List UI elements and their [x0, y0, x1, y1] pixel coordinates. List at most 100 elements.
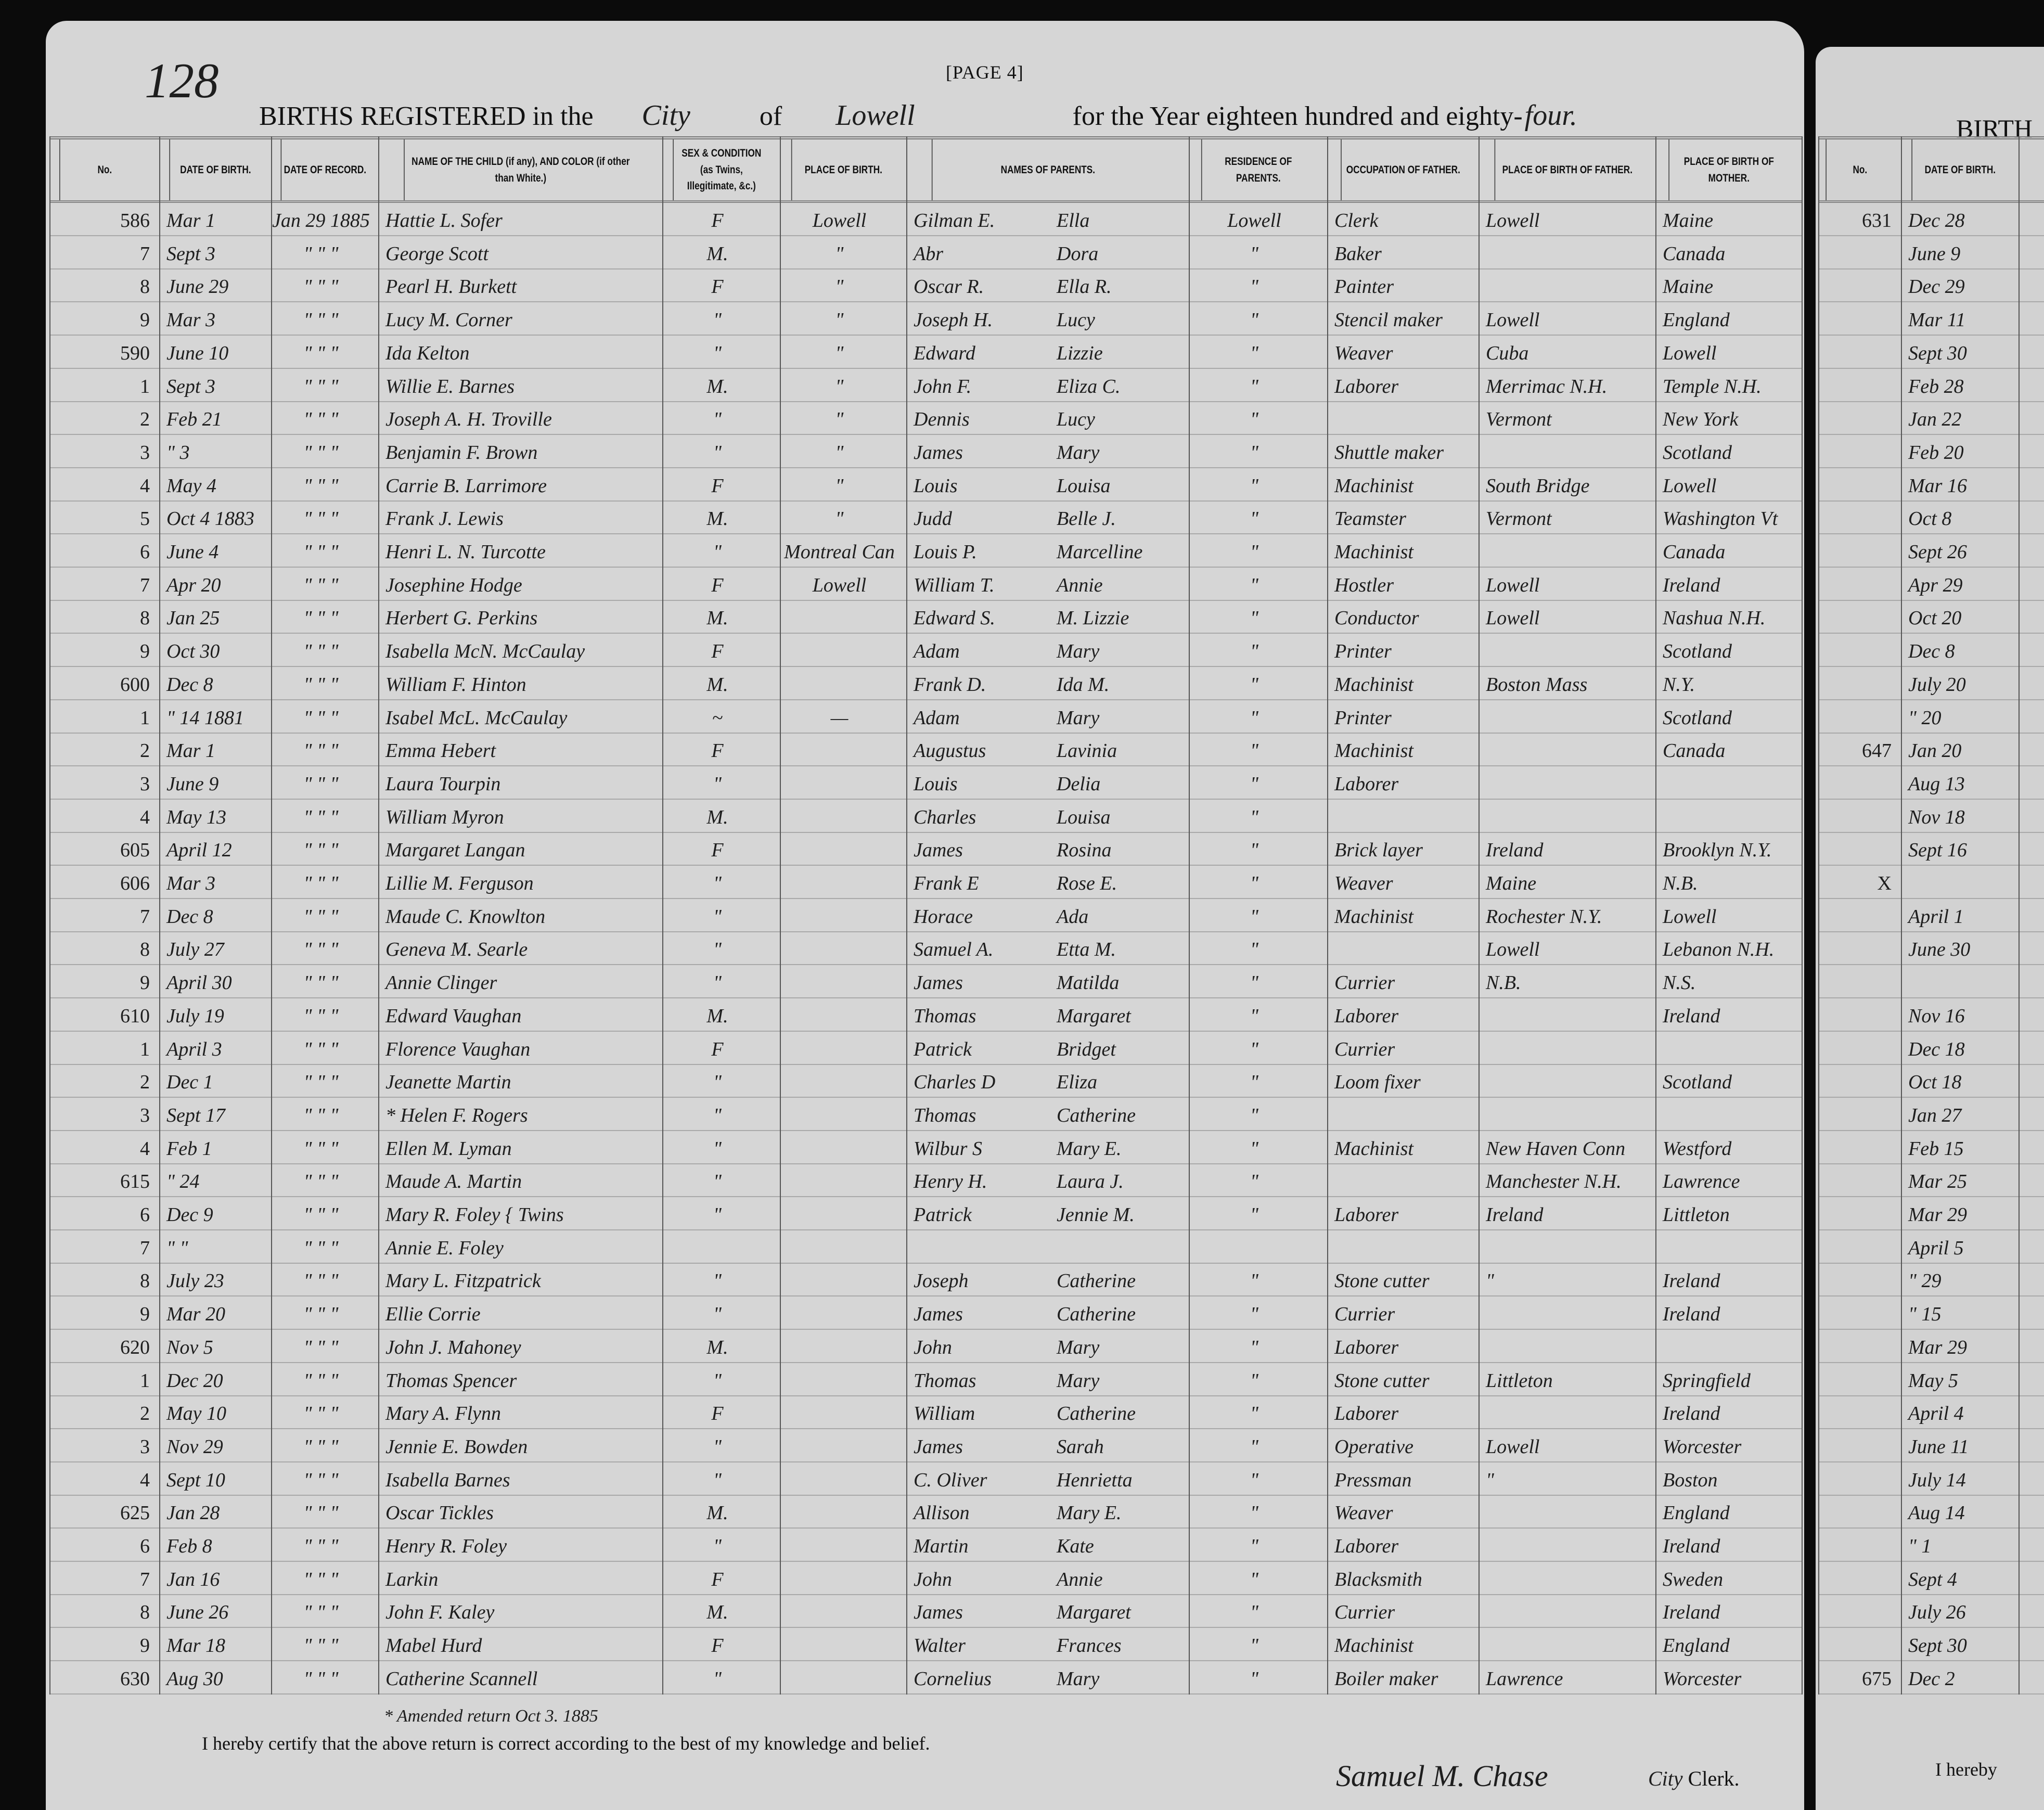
father-name: Thomas [914, 1104, 976, 1126]
table-row: Dec 18 [1818, 1032, 2044, 1065]
date-of-birth: " 3 [166, 441, 190, 464]
father-name: Dennis [914, 408, 970, 431]
entry-number [1818, 1131, 1901, 1163]
entry-number: 631 [1862, 210, 1892, 232]
table-row: 625 Jan 28 " " " Oscar Tickles M. Allison Mary… [49, 1495, 1802, 1529]
child-name: Herbert G. Perkins [385, 607, 538, 630]
municipality-name: Lowell [835, 99, 915, 132]
entry-number [1818, 634, 1901, 666]
table-row: 8 June 26 " " " John F. Kaley M. James Margare… [49, 1595, 1802, 1628]
table-row: 2 Feb 21 " " " Joseph A. H. Troville " " Denni… [49, 402, 1802, 435]
date-of-birth: Feb 1 [166, 1137, 212, 1160]
mother-name: Rose E. [1057, 872, 1117, 894]
sex-condition: " [713, 1137, 722, 1160]
date-of-record: " " " [303, 1005, 339, 1027]
entry-number [1818, 1330, 1901, 1362]
mother-birthplace: Boston [1663, 1469, 1718, 1491]
father-occupation: Currier [1334, 972, 1395, 994]
date-of-birth: Dec 9 [166, 1204, 213, 1226]
table-row: 7 Dec 8 " " " Maude C. Knowlton " Horace Ada " M… [49, 899, 1802, 932]
entry-number: 7 [140, 905, 150, 928]
father-occupation: Operative [1334, 1435, 1413, 1458]
entry-number: 3 [140, 1435, 150, 1458]
child-name: Jennie E. Bowden [385, 1435, 528, 1458]
date-of-birth: April 12 [166, 839, 232, 862]
child-name: Ellie Corrie [385, 1303, 481, 1326]
table-row: May 5 [1818, 1363, 2044, 1396]
residence: " [1250, 1204, 1258, 1226]
entry-number: 4 [140, 1469, 150, 1491]
title-of: of [759, 101, 782, 131]
date-of-birth: Jan 25 [166, 607, 220, 630]
column-header: RESIDENCE OF PARENTS. [1201, 139, 1315, 200]
mother-name: Eliza C. [1057, 375, 1121, 397]
entry-number: 2 [140, 408, 150, 431]
residence: " [1250, 1469, 1258, 1491]
entry-number [1818, 1595, 1901, 1627]
child-name: Joseph A. H. Troville [385, 408, 552, 431]
father-birthplace: Lowell [1486, 309, 1540, 331]
place-of-birth [780, 1495, 899, 1527]
child-name: Willie E. Barnes [385, 375, 515, 397]
father-occupation: Printer [1334, 640, 1392, 663]
entry-number [1818, 1098, 1901, 1130]
father-birthplace [1486, 800, 1655, 832]
entry-number: 8 [140, 607, 150, 630]
place-of-birth [780, 1529, 899, 1561]
entry-number: 8 [140, 276, 150, 298]
residence: " [1250, 773, 1258, 795]
column-rule [1327, 136, 1328, 1695]
child-name: Lillie M. Ferguson [385, 872, 534, 894]
place-of-birth [780, 932, 899, 964]
father-birthplace [1486, 1230, 1655, 1263]
date-of-birth: Mar 16 [1908, 474, 1967, 497]
mother-name: Mary [1057, 707, 1100, 729]
entry-number: 586 [120, 210, 150, 232]
date-of-record: Jan 29 1885 [272, 210, 370, 232]
date-of-record: " " " [303, 276, 339, 298]
residence: " [1250, 905, 1258, 928]
date-of-birth: Feb 8 [166, 1535, 212, 1557]
child-name: Benjamin F. Brown [385, 441, 538, 464]
mother-name: Ella R. [1057, 276, 1112, 298]
place-of-birth: " [835, 474, 844, 497]
residence: " [1250, 1104, 1258, 1126]
father-occupation: Machinist [1334, 1137, 1413, 1160]
entry-number [1818, 369, 1901, 401]
child-name: Mary L. Fitzpatrick [385, 1270, 541, 1292]
father-birthplace [1486, 1529, 1655, 1561]
place-of-birth [780, 1429, 899, 1461]
date-of-birth: June 4 [166, 541, 219, 563]
date-of-record: " " " [303, 1038, 339, 1060]
entry-number: 605 [120, 839, 150, 862]
date-of-record: " " " [303, 640, 339, 663]
father-name: Frank D. [914, 673, 986, 696]
mother-birthplace: Lebanon N.H. [1663, 939, 1775, 961]
mother-name: Lavinia [1057, 740, 1117, 762]
child-name: Emma Hebert [385, 740, 496, 762]
date-of-record: " " " [303, 242, 339, 265]
father-birthplace: South Bridge [1486, 474, 1590, 497]
residence: " [1250, 1502, 1258, 1524]
table-row: 4 May 13 " " " William Myron M. Charles Louisa… [49, 800, 1802, 833]
entry-number: 8 [140, 939, 150, 961]
child-name: Margaret Langan [385, 839, 525, 862]
mother-name: Ada [1057, 905, 1089, 928]
table-row: June 11 [1818, 1429, 2044, 1462]
table-row: 1 Dec 20 " " " Thomas Spencer " Thomas Mary " St… [49, 1363, 1802, 1396]
table-row: Oct 18 [1818, 1064, 2044, 1098]
residence: " [1250, 242, 1258, 265]
child-name: Maude C. Knowlton [385, 905, 546, 928]
father-name: Gilman E. [914, 210, 995, 232]
entry-number: 6 [140, 1204, 150, 1226]
entry-number [1818, 700, 1901, 733]
child-name: Hattie L. Sofer [385, 210, 503, 232]
place-of-birth [780, 600, 899, 633]
mother-name: Mary [1057, 441, 1100, 464]
father-name: James [914, 1303, 963, 1326]
entry-number: 1 [140, 1038, 150, 1060]
date-of-birth: Sept 30 [1908, 1635, 1967, 1657]
entry-number: 4 [140, 806, 150, 828]
date-of-record: " " " [303, 872, 339, 894]
column-rule [1189, 136, 1190, 1695]
